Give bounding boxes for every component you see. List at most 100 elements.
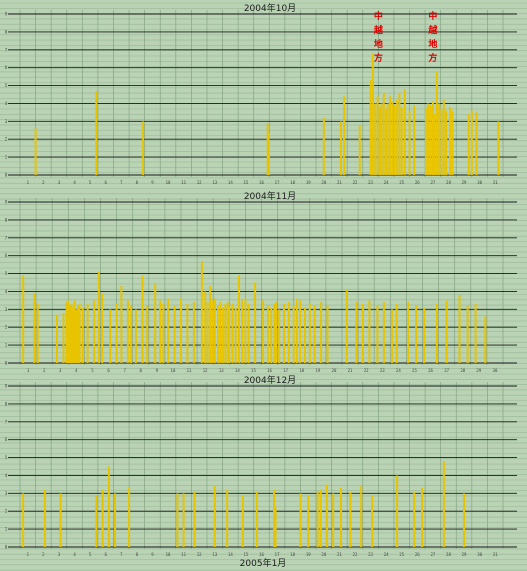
x-tick-label: 2 <box>43 368 46 373</box>
magnitude-bar <box>427 103 430 175</box>
x-tick-label: 22 <box>364 368 369 373</box>
magnitude-bar <box>186 304 189 363</box>
magnitude-bar <box>109 309 112 363</box>
magnitude-bar <box>270 307 273 363</box>
x-tick-label: 25 <box>399 552 404 557</box>
magnitude-bar <box>255 491 258 547</box>
magnitude-bar <box>361 304 364 363</box>
magnitude-bar <box>154 284 157 363</box>
x-tick-label: 12 <box>197 180 202 185</box>
magnitude-bar <box>415 305 418 363</box>
magnitude-bar <box>400 107 403 175</box>
magnitude-bar <box>70 304 73 363</box>
magnitude-bar <box>358 124 361 175</box>
magnitude-bar <box>395 304 398 363</box>
x-tick-label: 11 <box>187 368 192 373</box>
x-tick-label: 8 <box>136 552 139 557</box>
event-annotation: 越 <box>427 24 438 36</box>
magnitude-bar <box>424 107 427 175</box>
magnitude-bar <box>463 493 465 547</box>
magnitude-bar <box>287 302 290 363</box>
magnitude-bar <box>423 307 426 363</box>
x-tick-label: 7 <box>123 368 126 373</box>
x-tick-label: 23 <box>380 368 385 373</box>
magnitude-bar <box>398 92 401 175</box>
event-annotation: 越 <box>373 24 384 36</box>
magnitude-bar <box>226 302 229 363</box>
x-tick-label: 2 <box>42 180 45 185</box>
magnitude-bar <box>254 282 257 363</box>
x-tick-label: 30 <box>493 368 498 373</box>
magnitude-bar <box>62 312 65 363</box>
magnitude-bar <box>355 302 358 363</box>
y-tick-label: 1 <box>5 155 8 160</box>
magnitude-bar <box>130 305 133 363</box>
magnitude-bar <box>332 493 335 547</box>
y-tick-label: 6 <box>5 65 8 70</box>
magnitude-bar <box>304 307 306 363</box>
magnitude-bar <box>224 304 227 363</box>
x-tick-label: 20 <box>321 180 326 185</box>
magnitude-bar <box>241 300 244 363</box>
y-tick-label: 2 <box>5 325 8 330</box>
x-tick-label: 13 <box>219 368 224 373</box>
y-tick-label: 1 <box>5 527 8 532</box>
magnitude-bar <box>442 99 445 175</box>
x-tick-label: 30 <box>477 552 482 557</box>
x-tick-label: 28 <box>446 552 451 557</box>
bars-layer <box>22 53 500 547</box>
y-tick-label: 5 <box>5 271 8 276</box>
magnitude-bar <box>238 275 240 363</box>
y-tick-label: 6 <box>5 437 8 442</box>
magnitude-bar <box>241 495 244 547</box>
x-tick-label: 18 <box>290 552 295 557</box>
magnitude-bar <box>389 96 391 175</box>
magnitude-bar <box>146 305 149 363</box>
magnitude-bar <box>97 271 100 363</box>
magnitude-bar <box>436 304 438 363</box>
x-tick-label: 18 <box>299 368 304 373</box>
x-tick-label: 16 <box>267 368 272 373</box>
x-tick-label: 19 <box>306 552 311 557</box>
magnitude-bar <box>433 114 436 175</box>
x-tick-label: 8 <box>136 180 139 185</box>
magnitude-bar <box>320 302 323 363</box>
y-tick-label: 0 <box>5 545 8 550</box>
x-tick-label: 17 <box>275 552 280 557</box>
magnitude-bar <box>234 307 237 363</box>
magnitude-bar <box>292 305 295 363</box>
magnitude-bar <box>442 461 445 547</box>
magnitude-bar <box>378 107 381 175</box>
magnitude-bar <box>475 112 478 175</box>
x-tick-label: 21 <box>337 180 342 185</box>
y-tick-label: 6 <box>5 253 8 258</box>
magnitude-bar <box>78 304 81 363</box>
x-tick-label: 18 <box>290 180 295 185</box>
magnitude-bar <box>474 304 477 363</box>
magnitude-bar <box>173 305 176 363</box>
magnitude-bar <box>380 103 383 175</box>
event-annotation: 中 <box>374 10 383 22</box>
magnitude-bar <box>371 53 374 175</box>
x-tick-label: 6 <box>107 368 110 373</box>
x-tick-label: 6 <box>104 552 107 557</box>
x-tick-label: 20 <box>332 368 337 373</box>
x-tick-label: 13 <box>212 180 217 185</box>
magnitude-bar <box>162 304 165 363</box>
next-month-title: 2005年1月 <box>240 557 287 569</box>
magnitude-bar <box>221 307 224 363</box>
magnitude-bar <box>299 300 302 363</box>
x-tick-label: 26 <box>428 368 433 373</box>
magnitude-bar <box>114 493 116 547</box>
magnitude-bar <box>393 105 396 175</box>
magnitude-bar <box>458 295 461 363</box>
magnitude-bar <box>72 307 75 363</box>
magnitude-bar <box>126 300 129 363</box>
magnitude-bar <box>180 298 182 363</box>
magnitude-bar <box>206 302 209 363</box>
magnitude-bar <box>107 466 110 547</box>
magnitude-bar <box>217 305 219 363</box>
magnitude-bar <box>68 305 71 363</box>
y-tick-label: 4 <box>5 289 8 294</box>
